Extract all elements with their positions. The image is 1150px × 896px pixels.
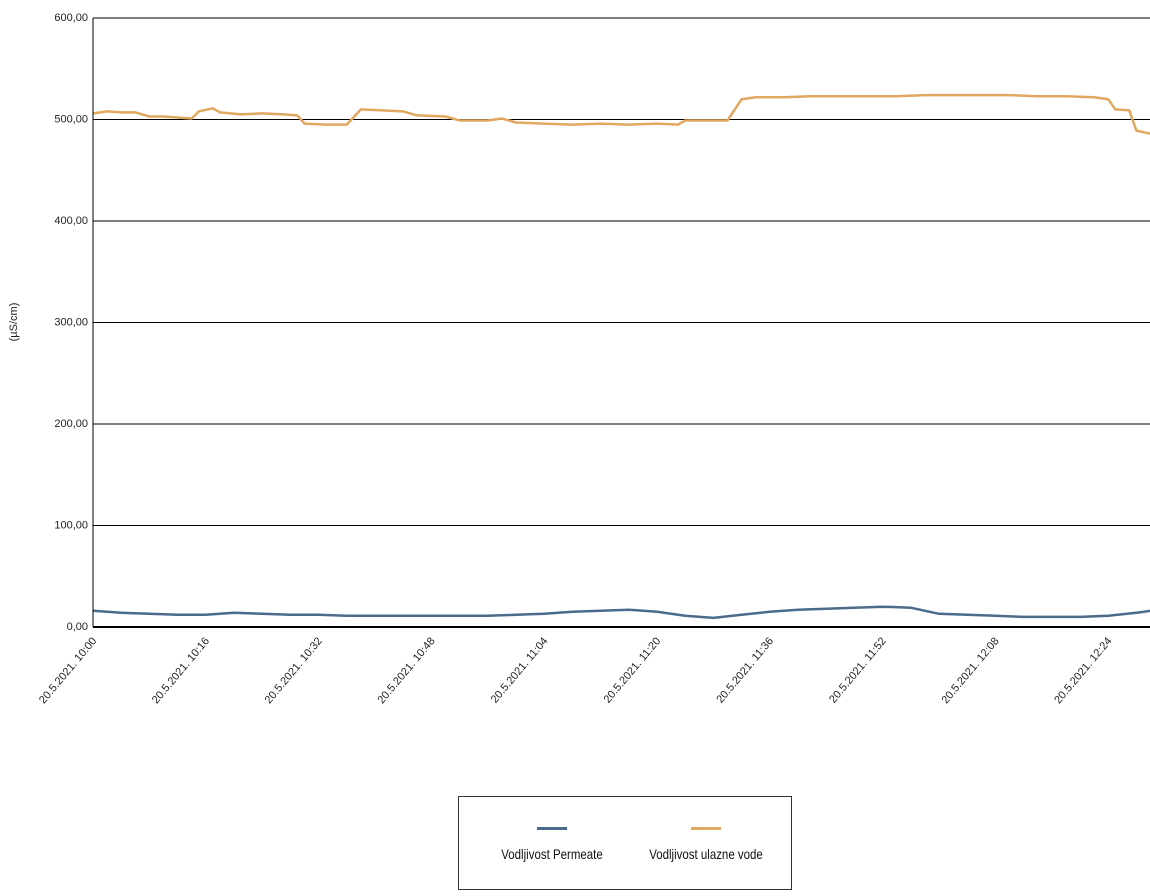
y-tick-label: 0,00	[67, 621, 88, 633]
legend-swatch-ulazne-vode	[691, 827, 721, 830]
x-tick-label: 20.5.2021. 10:32	[263, 635, 325, 706]
y-tick-label: 600,00	[54, 12, 88, 24]
gridlines	[93, 17, 1150, 526]
y-tick-label: 100,00	[54, 520, 88, 532]
x-tick-label: 20.5.2021. 11:04	[489, 635, 551, 705]
x-tick-label: 20.5.2021. 10:16	[150, 635, 212, 706]
x-tick-label: 20.5.2021. 12:08	[939, 635, 1001, 706]
legend-swatch-permeate	[537, 827, 567, 830]
x-tick-label: 20.5.2021. 10:00	[37, 635, 99, 706]
series-lines	[92, 93, 1150, 620]
y-tick-label: 300,00	[54, 317, 88, 329]
y-axis-ticks: 0,00 100,00 200,00 300,00 400,00 500,00 600,00	[54, 12, 88, 633]
y-tick-label: 500,00	[54, 114, 88, 126]
x-tick-label: 20.5.2021. 11:20	[602, 635, 664, 705]
x-tick-label: 20.5.2021. 12:24	[1052, 635, 1114, 706]
legend-label-ulazne-vode: Vodljivost ulazne vode	[649, 846, 763, 862]
y-tick-label: 400,00	[54, 215, 88, 227]
x-tick-label: 20.5.2021. 10:48	[375, 635, 437, 706]
legend-label-permeate: Vodljivost Permeate	[501, 846, 603, 862]
x-tick-label: 20.5.2021. 11:36	[714, 635, 776, 705]
series-line-1	[92, 93, 1150, 135]
legend: Vodljivost Permeate Vodljivost ulazne vo…	[458, 796, 792, 890]
series-line-0	[92, 605, 1150, 620]
legend-item-permeate: Vodljivost Permeate	[477, 827, 627, 862]
x-tick-label: 20.5.2021. 11:52	[827, 635, 889, 705]
legend-item-ulazne-vode: Vodljivost ulazne vode	[625, 827, 787, 862]
y-axis-label: (µS/cm)	[8, 303, 20, 342]
x-axis-ticks: 20.5.2021. 10:00 20.5.2021. 10:16 20.5.202…	[37, 635, 1114, 706]
y-tick-label: 200,00	[54, 418, 88, 430]
